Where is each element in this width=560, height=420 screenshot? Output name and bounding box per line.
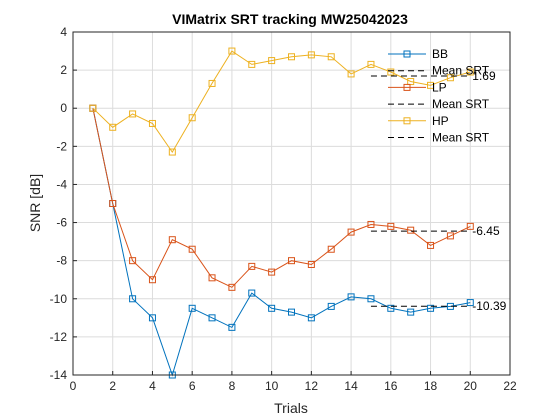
data-point-lp [248,262,256,270]
data-point-hp [307,51,315,59]
data-point-hp [407,78,415,86]
data-point-bb [307,314,315,322]
x-tick-label: 14 [344,379,358,393]
data-point-bb [248,289,256,297]
y-tick-label: -14 [50,368,68,382]
legend-entry-label: HP [432,114,449,128]
legend-swatch-marker [403,83,411,91]
data-point-lp [208,274,216,282]
data-point-lp [407,226,415,234]
data-point-bb [148,314,156,322]
data-point-lp [168,236,176,244]
legend: BB Mean SRT LP Mean SRT HP Mean SRT [388,47,490,145]
x-tick-label: 8 [229,379,236,393]
data-point-hp [129,110,137,118]
series-line-hp [92,50,471,154]
data-point-hp [208,79,216,87]
data-point-lp [387,222,395,230]
data-point-bb [327,302,335,310]
axis-ticks: 0 2 4 6 8 10 12 14 16 18 20 22 -14 -12 -10 -8 -6 -4 -2 0 2 4 [50,25,517,393]
data-point-lp [148,276,156,284]
data-point-hp [446,74,454,82]
legend-entry-label: Mean SRT [432,64,490,78]
data-point-bb [188,304,196,312]
data-point-hp [109,123,117,131]
x-tick-label: 2 [109,379,116,393]
y-tick-label: 0 [60,101,67,115]
legend-swatch-marker [403,50,411,58]
y-axis-label: SNR [dB] [27,174,43,232]
mean-srt-value-hp: 1.69 [472,69,496,83]
legend-swatch-marker [403,117,411,125]
data-point-bb [129,295,137,303]
x-axis-label: Trials [274,400,308,416]
data-point-lp [129,257,137,265]
mean-srt-value-lp: -6.45 [472,224,500,238]
x-tick-label: 10 [265,379,279,393]
data-point-bb [367,295,375,303]
x-tick-label: 4 [149,379,156,393]
data-point-hp [89,104,97,112]
y-tick-label: 2 [60,63,67,77]
data-point-hp [427,81,435,89]
data-point-hp [387,68,395,76]
data-point-bb [407,308,415,316]
data-point-bb [466,299,474,307]
x-tick-label: 22 [503,379,517,393]
data-point-hp [248,60,256,68]
data-point-lp [347,228,355,236]
data-point-lp [307,260,315,268]
data-point-bb [228,323,236,331]
y-tick-label: -12 [50,330,68,344]
data-point-lp [367,220,375,228]
y-tick-label: 4 [60,25,67,39]
chart-title: VIMatrix SRT tracking MW25042023 [172,11,408,27]
y-tick-label: -4 [56,177,67,191]
data-point-hp [466,68,474,76]
data-point-bb [427,304,435,312]
x-tick-label: 0 [70,379,77,393]
y-tick-label: -10 [50,292,68,306]
x-tick-label: 18 [424,379,438,393]
y-tick-label: -8 [56,254,67,268]
data-point-hp [367,60,375,68]
data-point-bb [347,293,355,301]
x-tick-label: 16 [384,379,398,393]
legend-entry-label: BB [432,47,448,61]
data-point-bb [387,304,395,312]
data-point-bb [288,308,295,316]
data-point-lp [188,245,196,253]
data-point-hp [228,47,236,55]
series-line-bb [92,108,471,377]
legend-entry-label: LP [432,80,447,94]
series-layer: -10.39 -6.45 1.69 [89,47,507,379]
data-point-hp [188,114,196,122]
legend-entry-label: Mean SRT [432,97,490,111]
data-point-lp [109,200,117,207]
mean-srt-value-bb: -10.39 [472,299,506,313]
data-point-hp [347,70,355,78]
data-point-hp [327,53,335,61]
x-tick-label: 20 [464,379,478,393]
x-tick-label: 12 [305,379,319,393]
data-point-lp [446,232,454,240]
data-point-hp [288,53,295,61]
data-point-hp [148,119,156,127]
y-tick-label: -2 [56,139,67,153]
data-point-bb [268,304,276,312]
y-tick-label: -6 [56,216,67,230]
data-point-bb [208,314,216,322]
legend-entry-label: Mean SRT [432,131,490,145]
data-point-lp [427,241,435,249]
x-tick-label: 6 [189,379,196,393]
data-point-lp [228,283,236,291]
data-point-hp [268,57,276,65]
data-point-lp [288,257,295,265]
data-point-hp [168,148,176,156]
plot-frame [72,31,511,376]
data-point-lp [466,222,474,230]
data-point-lp [268,268,276,276]
data-point-lp [327,245,335,253]
